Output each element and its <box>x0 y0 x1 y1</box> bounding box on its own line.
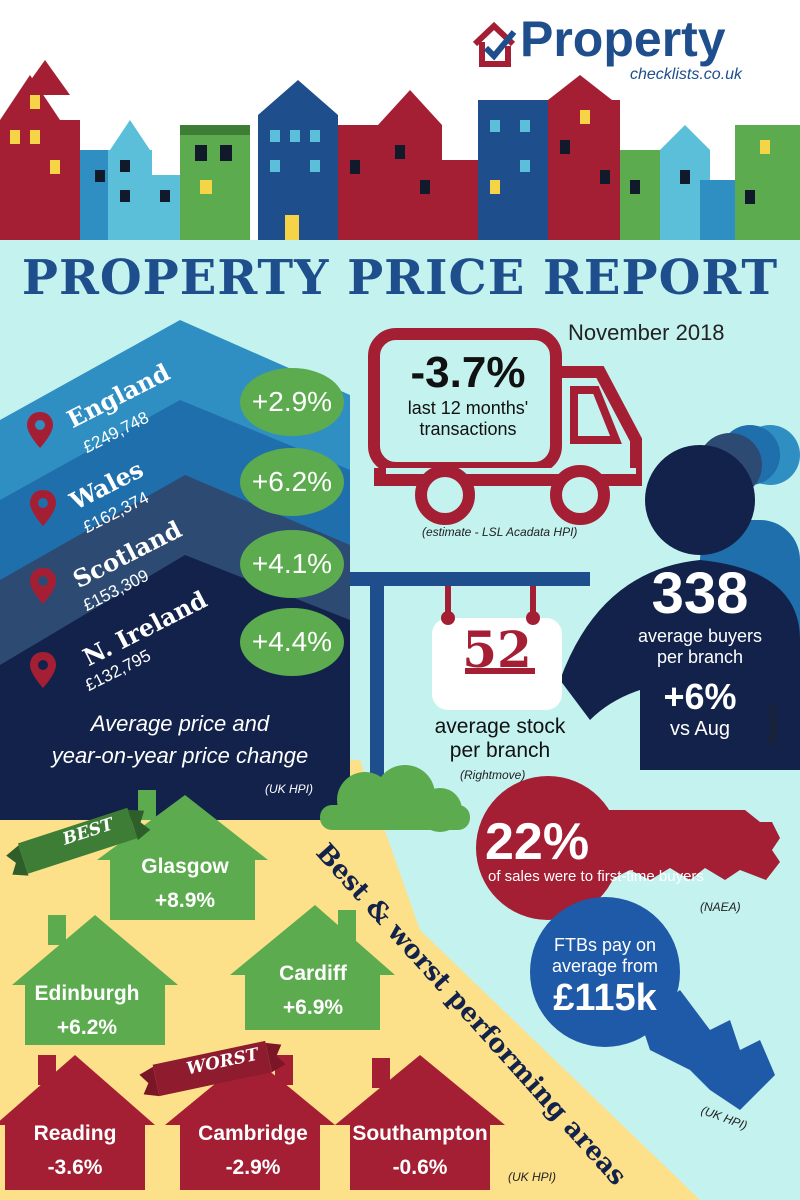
best-area-city: Cardiff <box>279 962 347 985</box>
best-area-city: Glasgow <box>141 855 229 878</box>
buyers-line2: per branch <box>656 647 744 667</box>
map-pin-icon <box>30 652 56 688</box>
worst-area-change: -3.6% <box>47 1156 103 1179</box>
house-check-icon <box>472 21 517 67</box>
ftb-pay-value: £115k <box>553 977 657 1019</box>
best-area-change: +6.9% <box>282 996 344 1019</box>
region-wales-change: +6.2% <box>240 448 344 516</box>
worst-area-city: Cambridge <box>198 1122 308 1145</box>
logo[interactable]: Property checklists.co.uk <box>470 11 790 94</box>
worst-area-reading: Reading -3.6% <box>0 1122 150 1180</box>
map-pin-icon <box>30 568 56 604</box>
logo-sub: checklists.co.uk <box>630 66 743 83</box>
logo-name: Property <box>520 11 726 67</box>
best-area-glasgow: Glasgow +8.9% <box>110 855 260 913</box>
ftb-pay-line2: average from <box>551 956 659 976</box>
stock-label: average stock per branch <box>410 715 590 763</box>
worst-area-change: -2.9% <box>225 1156 281 1179</box>
transactions-line2: transactions <box>419 419 517 439</box>
buyers-value: 338 <box>651 561 749 626</box>
worst-area-cambridge: Cambridge -2.9% <box>178 1122 328 1180</box>
worst-area-city: Reading <box>33 1122 117 1145</box>
buildings-illustration <box>0 60 800 240</box>
page-title: PROPERTY PRICE REPORT <box>21 250 779 306</box>
best-area-change: +6.2% <box>56 1016 118 1039</box>
stock-line2: per branch <box>449 739 551 762</box>
ftb-source: (NAEA) <box>700 900 741 914</box>
stock-value: 52 <box>462 620 532 679</box>
transactions-source: (estimate - LSL Acadata HPI) <box>422 525 578 539</box>
worst-area-change: -0.6% <box>392 1156 448 1179</box>
map-pin-icon <box>27 412 53 448</box>
region-nireland-change: +4.4% <box>240 608 344 676</box>
regions-caption-line1: Average price and <box>90 711 270 736</box>
worst-area-city: Southampton <box>352 1122 488 1145</box>
region-england-change: +2.9% <box>240 368 344 436</box>
ftb-text: of sales were to first-time buyers <box>488 868 704 885</box>
best-area-edinburgh: Edinburgh +6.2% <box>12 982 162 1040</box>
buyers-line1: average buyers <box>637 626 763 646</box>
buyers-vs: vs Aug <box>669 718 731 740</box>
stock-line1: average stock <box>434 715 566 738</box>
region-scotland-change: +4.1% <box>240 530 344 598</box>
worst-area-southampton: Southampton -0.6% <box>345 1122 495 1180</box>
ftb-pay-line1: FTBs pay on <box>553 935 657 955</box>
stock-source: (Rightmove) <box>460 768 526 782</box>
transactions-value: -3.7% <box>410 348 526 397</box>
regions-source: (UK HPI) <box>265 782 313 796</box>
transactions-line1: last 12 months' <box>407 398 529 418</box>
report-date: November 2018 <box>568 320 725 345</box>
ftb-value: 22% <box>485 813 590 871</box>
best-area-change: +8.9% <box>154 889 216 912</box>
buyers-change: +6% <box>663 676 737 717</box>
buyers-stat: 338 average buyers per branch +6% vs Aug <box>625 562 775 741</box>
ftb-pay: FTBs pay on average from £115k <box>535 935 675 1020</box>
areas-source: (UK HPI) <box>508 1170 556 1184</box>
best-area-city: Edinburgh <box>34 982 140 1005</box>
transactions-stat: -3.7% last 12 months' transactions <box>380 348 556 440</box>
regions-caption-line2: year-on-year price change <box>51 743 309 768</box>
regions-caption: Average price and year-on-year price cha… <box>20 708 340 772</box>
best-area-cardiff: Cardiff +6.9% <box>238 962 388 1020</box>
map-pin-icon <box>30 490 56 526</box>
